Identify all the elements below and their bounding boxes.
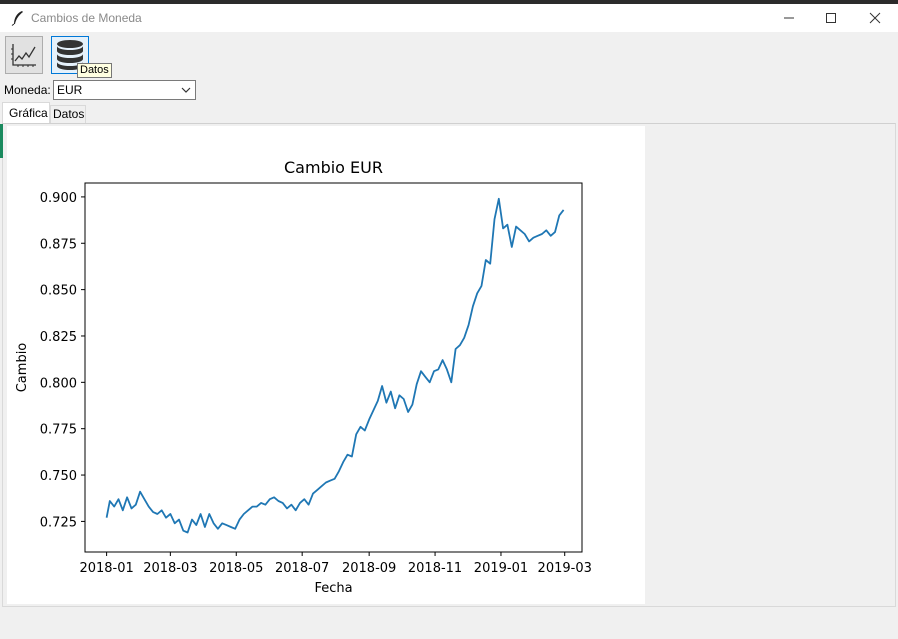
database-icon [57, 40, 83, 70]
toolbar [0, 32, 898, 78]
window-title: Cambios de Moneda [31, 11, 142, 25]
title-bar[interactable]: Cambios de Moneda [0, 4, 898, 32]
chevron-down-icon [181, 87, 191, 93]
background-window-edge [0, 124, 3, 158]
x-tick-label: 2018-01 [79, 561, 133, 576]
x-axis-label: Fecha [314, 581, 352, 596]
chart: 2018-01 2018-03 2018-05 2018-07 2018-09 2018-… [15, 158, 592, 596]
background-taskbar-strip [0, 0, 898, 4]
close-icon [869, 12, 881, 24]
line-chart-icon [11, 44, 36, 67]
series-line [105, 197, 565, 534]
y-tick-label: 0.775 [40, 423, 77, 438]
y-tick-label: 0.725 [40, 515, 77, 530]
currency-select[interactable]: EUR [53, 80, 196, 100]
x-tick-label: 2018-11 [408, 561, 462, 576]
chart-title: Cambio EUR [284, 158, 383, 177]
minimize-icon [784, 17, 794, 19]
x-tick-label: 2019-03 [538, 561, 592, 576]
close-button[interactable] [852, 4, 898, 32]
tooltip: Datos [77, 63, 112, 78]
y-tick-label: 0.750 [40, 469, 77, 484]
x-tick-label: 2018-09 [342, 561, 396, 576]
x-tick-label: 2018-05 [209, 561, 263, 576]
x-tick-label: 2018-07 [275, 561, 329, 576]
y-tick-label: 0.825 [40, 330, 77, 345]
maximize-icon [826, 13, 836, 23]
maximize-button[interactable] [808, 4, 854, 32]
y-tick-label: 0.850 [40, 284, 77, 299]
x-tick-label: 2018-03 [143, 561, 197, 576]
tab-datos[interactable]: Datos [50, 105, 86, 123]
y-tick-label: 0.875 [40, 237, 77, 252]
y-tick-label: 0.900 [40, 191, 77, 206]
chart-canvas: 2018-01 2018-03 2018-05 2018-07 2018-09 2018-… [7, 126, 645, 604]
x-tick-label: 2019-01 [474, 561, 528, 576]
currency-label: Moneda: [4, 83, 51, 97]
tab-grafica[interactable]: Gráfica [2, 102, 50, 123]
minimize-button[interactable] [766, 4, 812, 32]
plot-frame [84, 182, 583, 553]
chart-button[interactable] [5, 36, 43, 74]
y-tick-label: 0.800 [40, 376, 77, 391]
currency-selected-value: EUR [57, 83, 83, 97]
y-axis-label: Cambio [15, 343, 30, 393]
feather-icon [11, 11, 23, 26]
